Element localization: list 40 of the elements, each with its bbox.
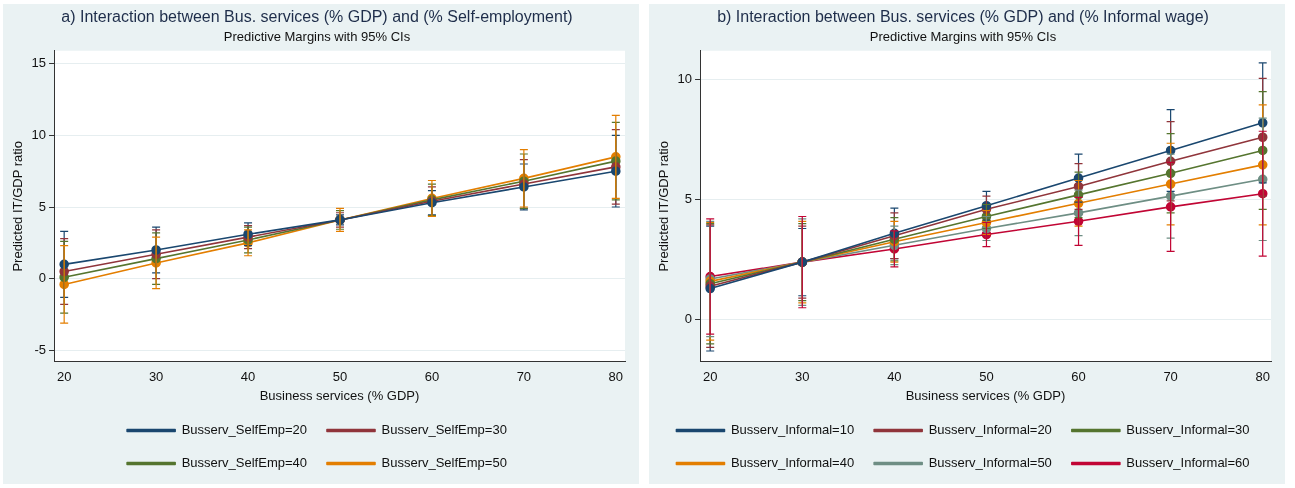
chart-title: a) Interaction between Bus. services (% GDP) and (% Self-employment) bbox=[61, 8, 573, 26]
x-axis-title: Business services (% GDP) bbox=[259, 387, 420, 403]
x-tick-label: 50 bbox=[979, 369, 994, 385]
legend-label: Busserv_Informal=20 bbox=[928, 422, 1052, 438]
legend-label: Busserv_Informal=10 bbox=[730, 422, 855, 438]
x-tick-label: 40 bbox=[887, 369, 902, 385]
legend-label: Busserv_Informal=40 bbox=[730, 455, 855, 471]
x-tick-label: 50 bbox=[332, 369, 348, 385]
y-tick-label: 10 bbox=[677, 71, 693, 87]
y-tick-label: -5 bbox=[34, 341, 47, 357]
x-tick-label: 40 bbox=[240, 369, 256, 385]
y-tick-label: 0 bbox=[684, 311, 693, 327]
chart-subtitle: Predictive Margins with 95% CIs bbox=[869, 28, 1057, 44]
legend-label: Busserv_Informal=60 bbox=[1126, 455, 1250, 471]
x-tick-label: 80 bbox=[1255, 369, 1270, 385]
x-axis-title: Business services (% GDP) bbox=[905, 387, 1066, 403]
legend-label: Busserv_Informal=30 bbox=[1126, 422, 1250, 438]
x-tick-label: 30 bbox=[795, 369, 810, 385]
y-axis-title: Predicted IT/GDP ratio bbox=[10, 141, 26, 272]
x-tick-label: 80 bbox=[608, 369, 624, 385]
y-tick-label: 0 bbox=[38, 270, 47, 286]
x-tick-label: 30 bbox=[148, 369, 164, 385]
y-tick-label: 5 bbox=[684, 191, 693, 207]
x-tick-label: 70 bbox=[516, 369, 532, 385]
legend-label: Busserv_SelfEmp=50 bbox=[381, 455, 507, 471]
y-tick-label: 5 bbox=[38, 198, 47, 214]
y-axis-title: Predicted IT/GDP ratio bbox=[656, 141, 672, 272]
x-tick-label: 20 bbox=[702, 369, 718, 385]
x-tick-label: 20 bbox=[56, 369, 72, 385]
legend-label: Busserv_SelfEmp=20 bbox=[181, 422, 307, 438]
legend-label: Busserv_SelfEmp=40 bbox=[181, 455, 307, 471]
chart-title: b) Interaction between Bus. services (% GDP) and (% Informal wage) bbox=[717, 8, 1209, 26]
y-tick-label: 15 bbox=[31, 55, 47, 71]
y-tick-label: 10 bbox=[31, 126, 47, 142]
legend-label: Busserv_Informal=50 bbox=[928, 455, 1052, 471]
chart-subtitle: Predictive Margins with 95% CIs bbox=[223, 28, 411, 44]
x-tick-label: 60 bbox=[424, 369, 440, 385]
x-tick-label: 70 bbox=[1163, 369, 1178, 385]
legend-label: Busserv_SelfEmp=30 bbox=[381, 422, 507, 438]
x-tick-label: 60 bbox=[1071, 369, 1086, 385]
